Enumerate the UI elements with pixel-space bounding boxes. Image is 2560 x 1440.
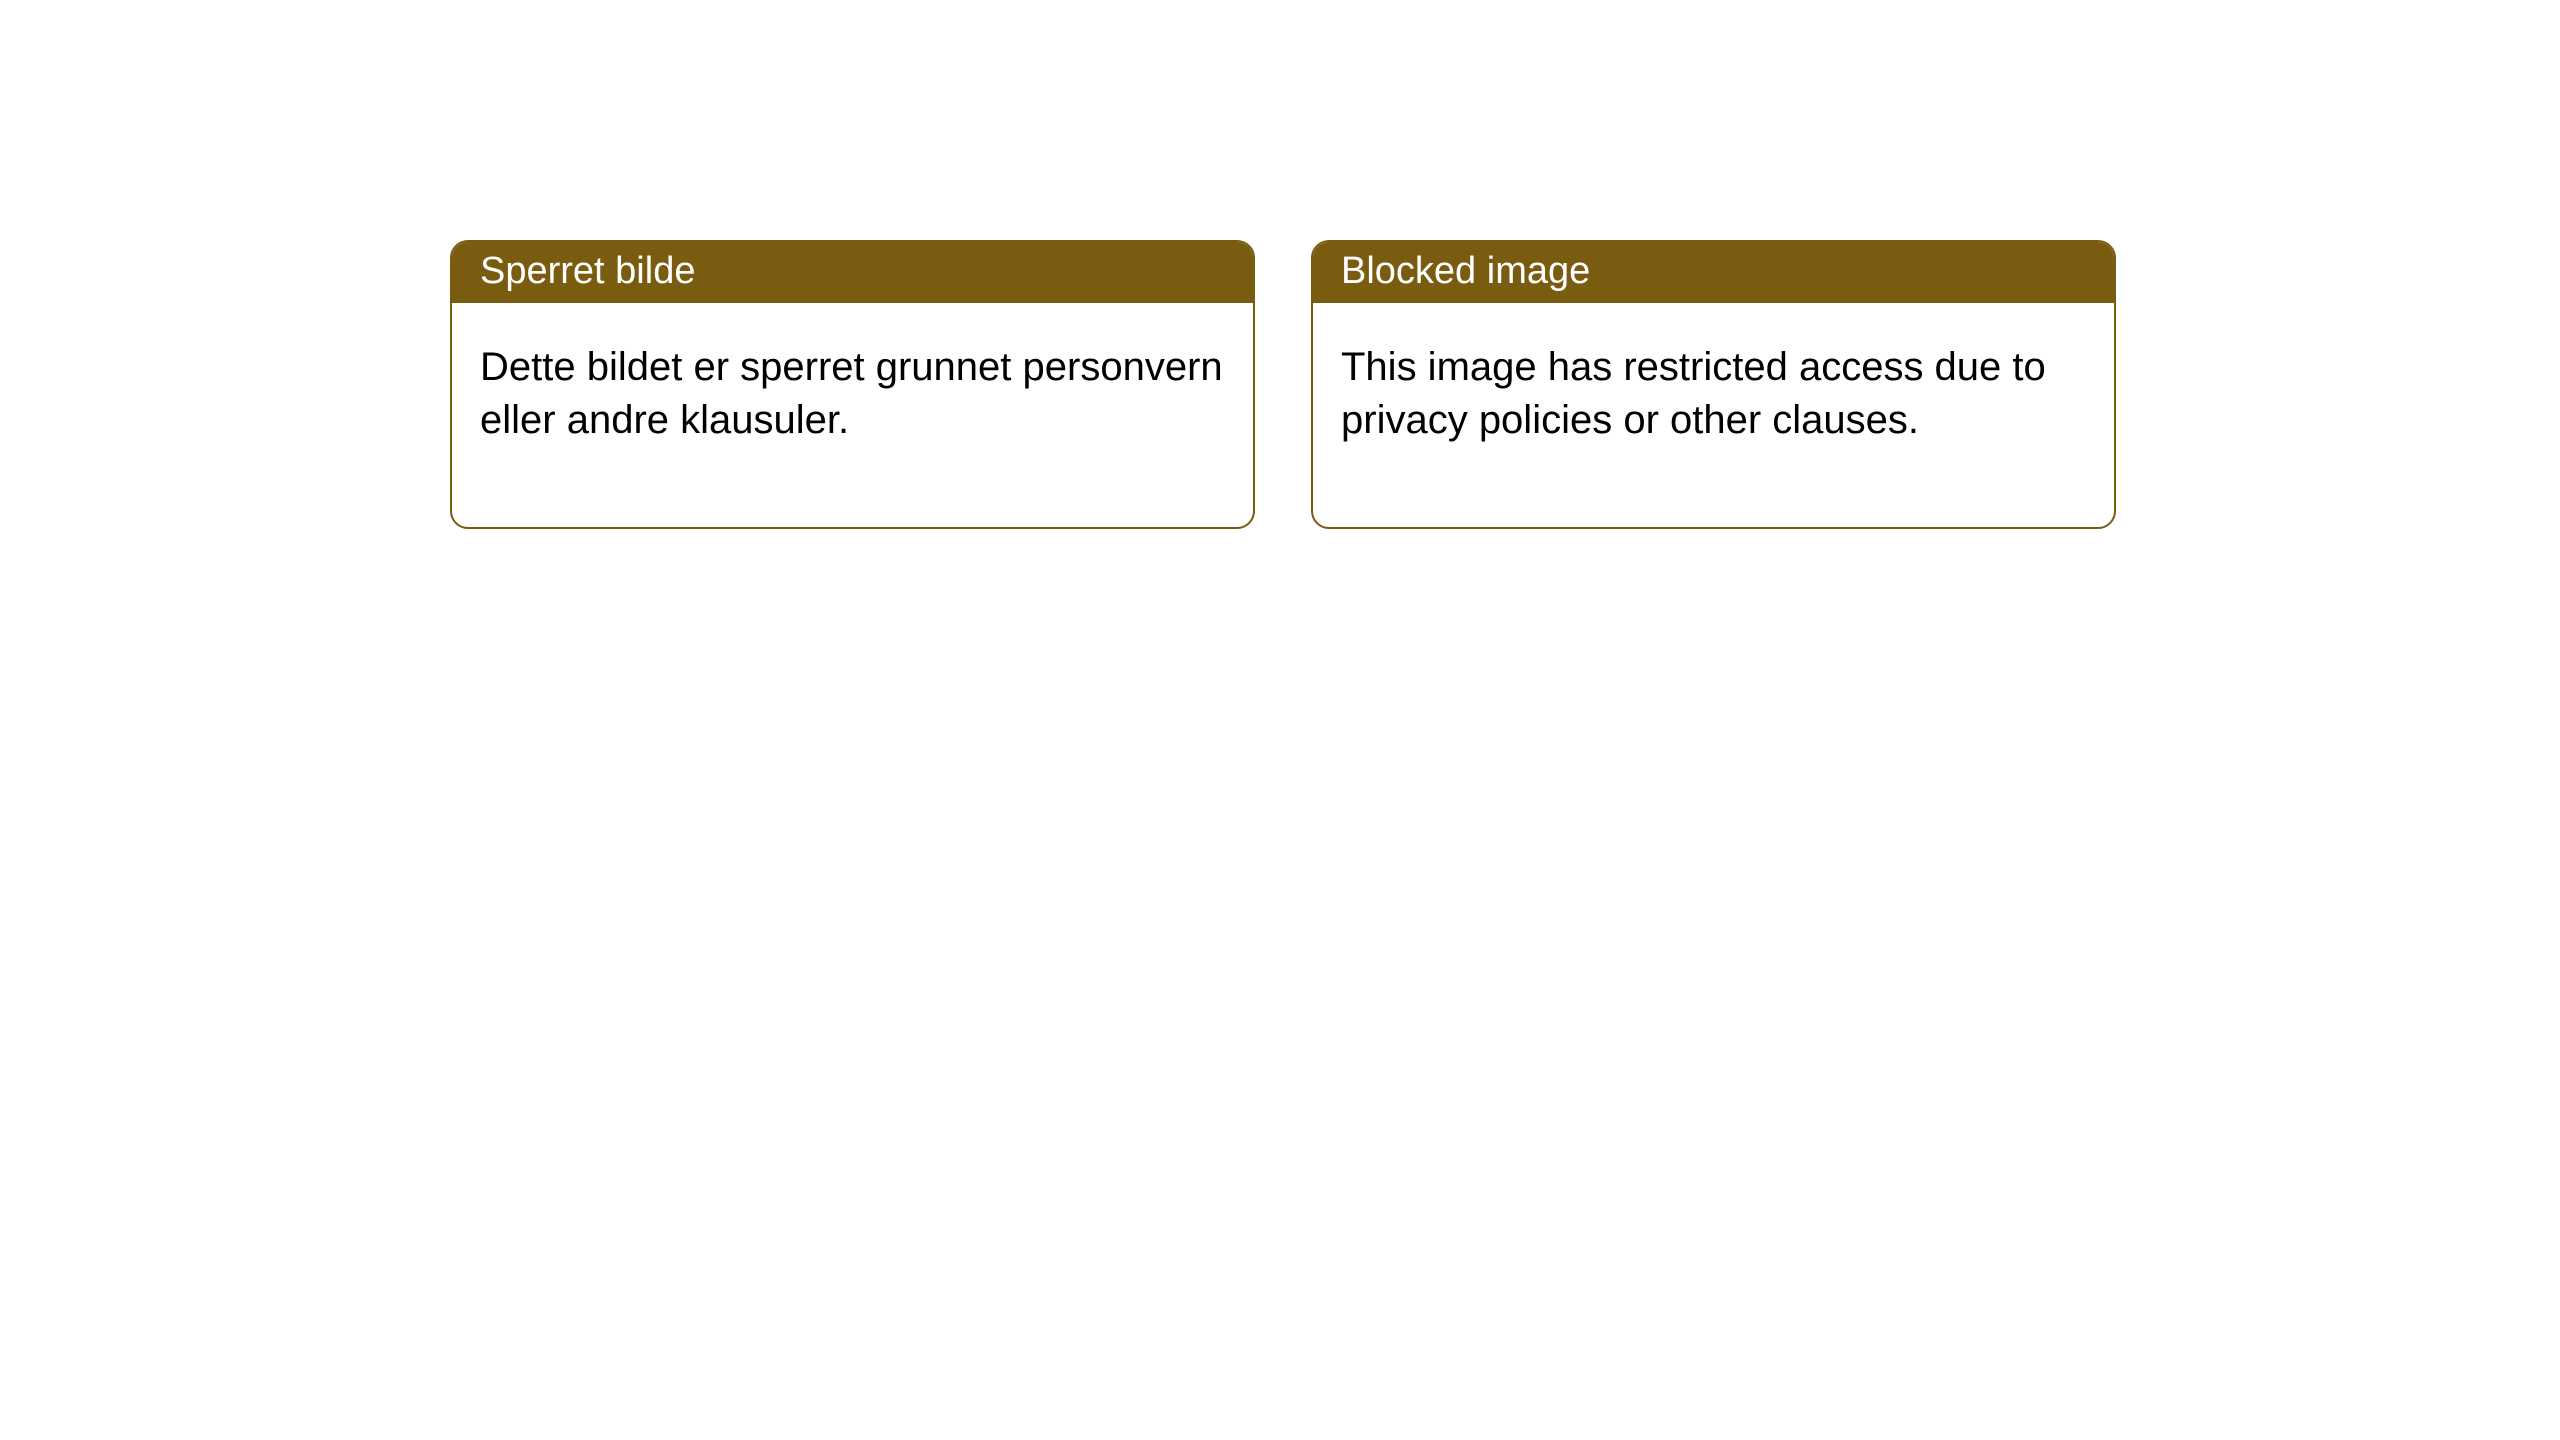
card-header: Blocked image xyxy=(1313,242,2114,303)
card-body: This image has restricted access due to … xyxy=(1313,303,2114,527)
notice-card-norwegian: Sperret bilde Dette bildet er sperret gr… xyxy=(450,240,1255,529)
notice-cards-container: Sperret bilde Dette bildet er sperret gr… xyxy=(0,0,2560,529)
card-header: Sperret bilde xyxy=(452,242,1253,303)
notice-card-english: Blocked image This image has restricted … xyxy=(1311,240,2116,529)
card-body: Dette bildet er sperret grunnet personve… xyxy=(452,303,1253,527)
